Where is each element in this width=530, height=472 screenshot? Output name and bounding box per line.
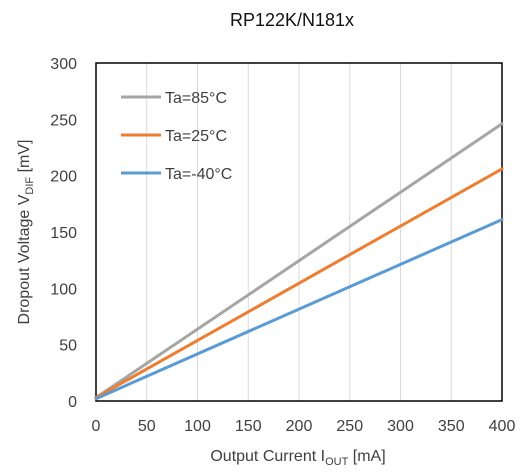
series-lines xyxy=(94,122,504,401)
x-tick-label-0: 0 xyxy=(92,418,101,435)
y-axis-label-unit: [mV] xyxy=(16,140,33,177)
series-line-1 xyxy=(94,167,504,400)
y-tick-label-2: 100 xyxy=(50,281,77,298)
y-axis-label: Dropout Voltage VDIF [mV] xyxy=(16,140,36,325)
legend-label-2: Ta=-40°C xyxy=(165,166,232,183)
x-tick-label-5: 250 xyxy=(336,418,363,435)
y-tick-label-1: 50 xyxy=(59,338,77,355)
x-tick-label-1: 50 xyxy=(138,418,156,435)
x-tick-label-8: 400 xyxy=(489,418,516,435)
x-tick-label-2: 100 xyxy=(184,418,211,435)
x-tick-label-6: 300 xyxy=(387,418,414,435)
x-tick-labels: 0 50 100 150 200 250 300 350 400 xyxy=(92,418,516,435)
y-axis-label-sub: DIF xyxy=(24,177,36,195)
y-axis-label-main: Dropout Voltage V xyxy=(16,194,33,324)
x-tick-label-4: 200 xyxy=(286,418,313,435)
y-tick-label-6: 300 xyxy=(50,56,77,73)
x-axis-label-main: Output Current I xyxy=(210,448,325,465)
y-tick-labels: 0 50 100 150 200 250 300 xyxy=(50,56,77,411)
plot-area-border xyxy=(95,62,503,402)
legend: Ta=85°C Ta=25°C Ta=-40°C xyxy=(121,90,232,183)
x-tick-label-7: 350 xyxy=(438,418,465,435)
x-axis-label: Output Current IOUT [mA] xyxy=(210,448,385,468)
gridlines xyxy=(146,63,452,401)
y-tick-label-4: 200 xyxy=(50,169,77,186)
y-tick-label-3: 150 xyxy=(50,225,77,242)
y-tick-label-0: 0 xyxy=(68,394,77,411)
x-axis-label-unit: [mA] xyxy=(348,448,385,465)
series-line-0 xyxy=(94,122,504,400)
legend-label-1: Ta=25°C xyxy=(165,128,227,145)
series-line-2 xyxy=(94,218,504,401)
y-tick-label-5: 250 xyxy=(50,112,77,129)
chart-title: RP122K/N181x xyxy=(230,10,354,30)
x-axis-label-sub: OUT xyxy=(325,456,349,468)
legend-label-0: Ta=85°C xyxy=(165,90,227,107)
x-tick-label-3: 150 xyxy=(235,418,262,435)
